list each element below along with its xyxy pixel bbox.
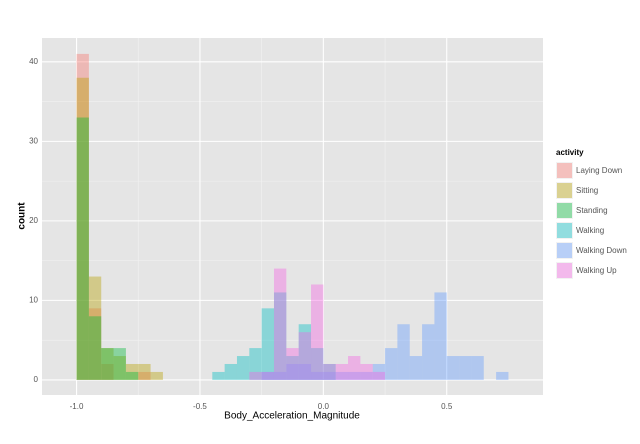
y-axis-title: count [17,202,28,230]
bar [323,371,336,380]
bar [286,348,299,380]
bar [496,371,509,380]
bar [335,371,349,380]
legend-key-bg [556,162,573,179]
x-tick-label: 0.0 [318,402,330,411]
bar [125,363,139,380]
bar [360,371,373,380]
legend-key [557,203,572,218]
bar [261,308,274,380]
bar [88,308,102,380]
bar [138,371,151,380]
legend-label: Walking Up [576,266,617,275]
bar [372,371,386,380]
legend-key [557,163,572,178]
legend-title: activity [556,148,584,157]
bar [76,53,89,380]
bar [88,276,102,380]
bar [335,363,349,380]
x-tick-label: 0.5 [441,402,453,411]
bar [459,356,472,380]
bar [125,371,139,380]
bar [471,356,484,380]
bar [286,363,299,380]
bar [273,292,287,380]
legend-key-bg [556,202,573,219]
bar [273,371,287,380]
bar [434,292,447,380]
bar [76,117,89,380]
bar [113,356,126,380]
panel [42,38,543,395]
bar [261,371,274,380]
bar [446,356,460,380]
legend-key-bg [556,182,573,199]
bar [113,348,126,380]
bar [311,371,324,380]
bar [101,348,114,380]
x-tick-label: -1.0 [70,402,84,411]
legend-label: Walking [576,226,604,235]
bar [249,348,262,380]
legend-key-bg [556,262,573,279]
legend-key-bg [556,222,573,239]
bar [101,363,114,380]
legend-key [557,243,572,258]
bar [76,77,89,380]
y-tick-label: 0 [34,375,39,384]
bar [236,356,250,380]
bar [261,371,274,380]
legend-key [557,263,572,278]
bar [273,268,287,380]
bar [224,363,237,380]
bar [422,324,435,380]
bar [385,348,398,380]
bar [150,371,163,380]
legend-label: Walking Down [576,246,627,255]
y-tick-label: 20 [29,216,38,225]
bar [348,356,361,380]
bar [397,324,410,380]
bar [298,363,312,380]
bar [360,363,373,380]
bar [372,363,386,380]
legend-label: Standing [576,206,608,215]
bar [138,363,151,380]
bar [101,348,114,380]
bar [323,363,336,380]
legend-key-bg [556,242,573,259]
y-tick-label: 40 [29,57,38,66]
legend-label: Sitting [576,186,598,195]
bar [311,284,324,380]
x-axis-title: Body_Acceleration_Magnitude [224,411,360,422]
bar [249,371,262,380]
bar [212,371,225,380]
legend-label: Laying Down [576,166,622,175]
bar [348,371,361,380]
bar [88,316,102,380]
legend-key [557,223,572,238]
bar [409,356,423,380]
bar [298,324,312,380]
bar [311,348,324,380]
y-tick-label: 30 [29,136,38,145]
bar [298,332,312,380]
x-tick-label: -0.5 [193,402,207,411]
legend-key [557,183,572,198]
bar [323,363,336,380]
y-tick-label: 10 [29,295,38,304]
bar [286,356,299,380]
